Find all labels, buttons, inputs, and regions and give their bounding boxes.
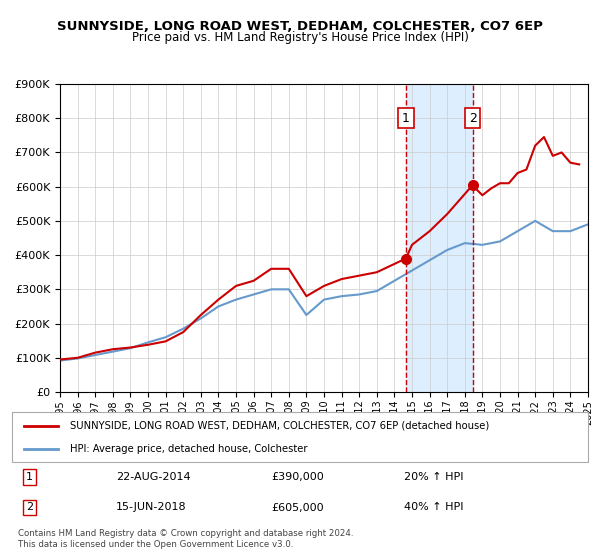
Text: 2: 2 <box>26 502 33 512</box>
Text: £605,000: £605,000 <box>271 502 324 512</box>
Text: 1: 1 <box>402 112 410 125</box>
Text: SUNNYSIDE, LONG ROAD WEST, DEDHAM, COLCHESTER, CO7 6EP (detached house): SUNNYSIDE, LONG ROAD WEST, DEDHAM, COLCH… <box>70 421 489 431</box>
Text: £390,000: £390,000 <box>271 472 324 482</box>
FancyBboxPatch shape <box>12 412 588 462</box>
Text: Contains HM Land Registry data © Crown copyright and database right 2024.
This d: Contains HM Land Registry data © Crown c… <box>18 529 353 549</box>
Text: 20% ↑ HPI: 20% ↑ HPI <box>404 472 463 482</box>
Text: 22-AUG-2014: 22-AUG-2014 <box>116 472 190 482</box>
Text: SUNNYSIDE, LONG ROAD WEST, DEDHAM, COLCHESTER, CO7 6EP: SUNNYSIDE, LONG ROAD WEST, DEDHAM, COLCH… <box>57 20 543 32</box>
Text: HPI: Average price, detached house, Colchester: HPI: Average price, detached house, Colc… <box>70 445 307 454</box>
Text: Price paid vs. HM Land Registry's House Price Index (HPI): Price paid vs. HM Land Registry's House … <box>131 31 469 44</box>
Text: 40% ↑ HPI: 40% ↑ HPI <box>404 502 463 512</box>
Text: 2: 2 <box>469 112 476 125</box>
Bar <box>406 84 473 392</box>
Text: 1: 1 <box>26 472 33 482</box>
Text: 15-JUN-2018: 15-JUN-2018 <box>116 502 187 512</box>
